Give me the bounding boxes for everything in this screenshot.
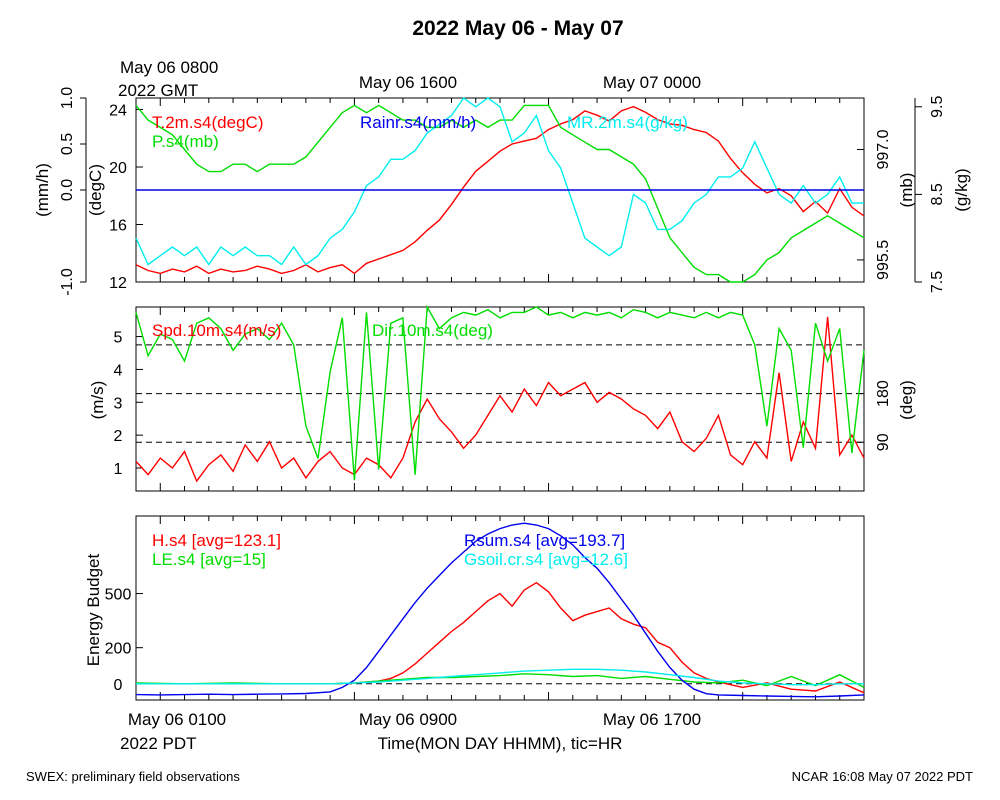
panel-bottom-series: [135, 522, 865, 698]
top-axis-start-line2: 2022 GMT: [118, 81, 198, 100]
series-red: [135, 105, 865, 275]
pressure-tick-label: 995.5: [875, 240, 892, 280]
top-axis-start-line1: May 06 0800: [120, 58, 218, 77]
bottom-axis-tick-label-3: May 06 1700: [603, 710, 701, 729]
legend-mixing-ratio: MR.2m.s4(g/kg): [567, 113, 688, 132]
temp-tick-label: 24: [109, 103, 127, 120]
rain-tick-label: 0.0: [59, 179, 76, 201]
energy-tick-label: 0: [114, 677, 123, 694]
legend-pressure: P.s4(mb): [152, 132, 219, 151]
temp-tick-label: 12: [109, 275, 127, 292]
series-red: [135, 316, 865, 483]
temp-tick-label: 20: [109, 160, 127, 177]
bottom-axis-tick-label-1: May 06 0100: [128, 710, 226, 729]
series-green: [135, 104, 865, 283]
speed-axis-label: (m/s): [88, 381, 107, 420]
mr-tick-label: 9.5: [929, 96, 946, 118]
speed-tick-label: 2: [114, 428, 123, 445]
rain-axis-ticks: -1.0 0.0 0.5 1.0: [59, 87, 86, 296]
series-green: [135, 304, 865, 481]
footer-left: SWEX: preliminary field observations: [26, 769, 240, 784]
rain-tick-label: -1.0: [59, 268, 76, 296]
legend-latent-heat: LE.s4 [avg=15]: [152, 550, 266, 569]
rain-axis-label: (mm/h): [33, 163, 52, 217]
series-cyan: [136, 668, 864, 686]
panel-middle-ticks: 1 2 3 4 5 90 180: [114, 307, 892, 491]
energy-axis-label: Energy Budget: [84, 553, 103, 666]
legend-net-radiation: Rsum.s4 [avg=193.7]: [464, 531, 625, 550]
direction-tick-label: 90: [875, 433, 892, 451]
panel-top-ticks: 12 16 20 24 995.5 997.0 7.5 8.5 9.5: [109, 96, 946, 294]
series-blue: [135, 522, 865, 698]
direction-axis-label: (deg): [897, 380, 916, 420]
rain-tick-label: 1.0: [59, 87, 76, 109]
speed-tick-label: 5: [114, 330, 123, 347]
mr-tick-label: 8.5: [929, 183, 946, 205]
pressure-tick-label: 997.0: [875, 129, 892, 169]
mr-tick-label: 7.5: [929, 271, 946, 293]
top-axis-tick-label-2: May 07 0000: [603, 73, 701, 92]
direction-tick-label: 180: [875, 380, 892, 407]
panel-middle-series: [135, 304, 865, 483]
x-axis-label: Time(MON DAY HHMM), tic=HR: [378, 734, 623, 753]
speed-tick-label: 4: [114, 362, 123, 379]
panel-top: 12 16 20 24 995.5 997.0 7.5 8.5 9.5 -1.0 0.0 0.5 1.…: [33, 87, 971, 296]
panel-middle: 1 2 3 4 5 90 180 (m/s) (deg) Spd.10m.s4(m/s) D…: [88, 304, 916, 492]
legend-wind-direction: Dir.10m.s4(deg): [372, 321, 493, 340]
speed-tick-label: 3: [114, 395, 123, 412]
speed-tick-label: 1: [114, 461, 123, 478]
legend-soil-heat: Gsoil.cr.s4 [avg=12.6]: [464, 550, 628, 569]
legend-rain-rate: Rainr.s4(mm/h): [360, 113, 476, 132]
bottom-axis-tick-label-2: May 06 0900: [359, 710, 457, 729]
chart-title: 2022 May 06 - May 07: [412, 17, 623, 40]
series-cyan: [135, 97, 864, 266]
top-axis-tick-label-1: May 06 1600: [359, 73, 457, 92]
legend-temperature: T.2m.s4(degC): [152, 113, 263, 132]
legend-wind-speed: Spd.10m.s4(m/s): [152, 321, 281, 340]
temp-tick-label: 16: [109, 218, 127, 235]
legend-sensible-heat: H.s4 [avg=123.1]: [152, 531, 281, 550]
footer-right: NCAR 16:08 May 07 2022 PDT: [792, 769, 973, 784]
mr-axis-label: (g/kg): [952, 168, 971, 211]
rain-tick-label: 0.5: [59, 133, 76, 155]
panel-bottom-ticks: 0 200 500: [105, 516, 865, 700]
energy-tick-label: 200: [105, 641, 132, 658]
energy-tick-label: 500: [105, 587, 132, 604]
panel-bottom: 0 200 500 Energy Budget H.s4 [avg=123.1] L…: [84, 515, 865, 701]
bottom-axis-start-line2: 2022 PDT: [120, 734, 197, 753]
temp-axis-label: (degC): [86, 164, 105, 216]
pressure-axis-label: (mb): [897, 173, 916, 208]
panel-top-series: [135, 97, 865, 283]
